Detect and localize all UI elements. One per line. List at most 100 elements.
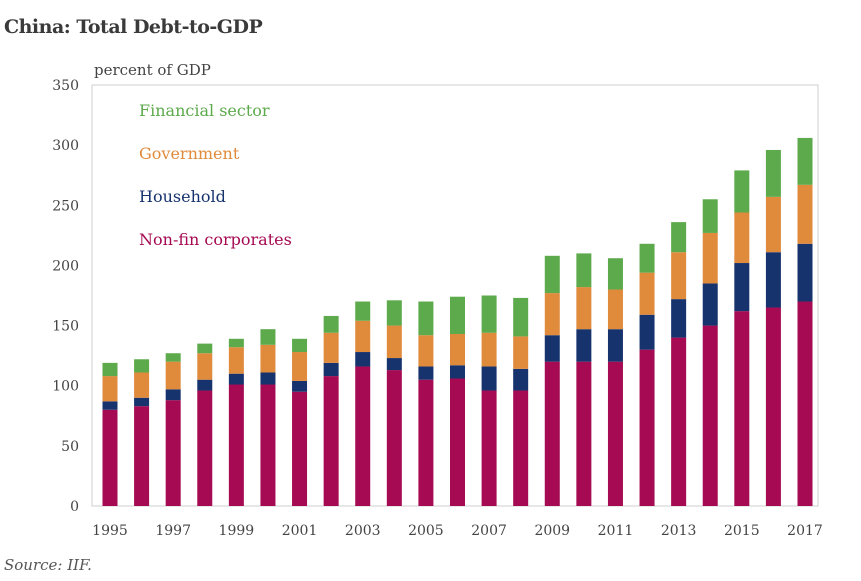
bar-segment xyxy=(734,170,750,213)
legend-entry: Financial sector xyxy=(139,101,270,120)
bar-segment xyxy=(102,401,118,410)
bar-segment xyxy=(765,149,781,197)
bar-segment xyxy=(228,347,244,374)
bar-segment xyxy=(323,315,339,333)
x-tick-label: 2013 xyxy=(661,523,697,539)
bar-segment xyxy=(765,196,781,253)
x-tick-label: 1999 xyxy=(219,523,255,539)
bar-segment xyxy=(260,329,276,345)
bar-segment xyxy=(513,297,529,337)
bar-segment xyxy=(544,335,560,362)
bar-segment xyxy=(481,332,497,367)
bar-segment xyxy=(418,366,434,380)
bar-segment xyxy=(702,325,718,506)
bar-segment xyxy=(639,272,655,315)
bar-segment xyxy=(513,336,529,369)
bar-segment xyxy=(292,391,308,506)
bar-segment xyxy=(102,362,118,377)
x-tick-label: 1997 xyxy=(155,523,191,539)
bar-segment xyxy=(797,137,813,185)
bar-segment xyxy=(702,199,718,233)
bar-segment xyxy=(228,384,244,506)
bar-segment xyxy=(355,301,371,321)
bar-segment xyxy=(197,343,213,354)
bar-segment xyxy=(481,295,497,333)
bar-segment xyxy=(450,333,465,366)
y-tick-label: 350 xyxy=(52,78,79,94)
y-tick-label: 150 xyxy=(52,319,79,335)
bar-segment xyxy=(607,289,623,330)
bar-segment xyxy=(323,376,339,506)
bar-segment xyxy=(134,397,150,407)
bar-segment xyxy=(450,296,465,334)
bar-segment xyxy=(165,389,181,401)
bar-segment xyxy=(102,409,118,506)
bar-segment xyxy=(671,337,687,506)
x-tick-label: 2017 xyxy=(787,523,823,539)
bar-segment xyxy=(102,376,118,402)
bar-segment xyxy=(639,243,655,273)
bar-segment xyxy=(323,332,339,363)
bar-segment xyxy=(386,300,402,326)
bar-segment xyxy=(639,314,655,350)
bar-segment xyxy=(418,379,434,506)
bar-segment xyxy=(418,335,434,367)
bar-segment xyxy=(134,359,150,373)
bar-segment xyxy=(797,243,813,302)
bar-segment xyxy=(134,372,150,398)
bar-segment xyxy=(607,329,623,362)
legend-entry: Non-fin corporates xyxy=(139,230,292,249)
x-tick-label: 2015 xyxy=(724,523,760,539)
x-tick-label: 1995 xyxy=(92,523,128,539)
bar-segment xyxy=(260,372,276,385)
bar-segment xyxy=(165,353,181,362)
y-tick-label: 300 xyxy=(52,138,79,154)
bar-segment xyxy=(228,373,244,385)
bar-segment xyxy=(165,361,181,390)
y-tick-label: 200 xyxy=(52,258,79,274)
bar-segment xyxy=(418,301,434,336)
bar-segment xyxy=(671,252,687,300)
bar-segment xyxy=(702,232,718,284)
bar-segment xyxy=(607,258,623,290)
bar-segment xyxy=(386,358,402,371)
bar-segment xyxy=(228,338,244,348)
bar-segment xyxy=(450,365,465,379)
bar-segment xyxy=(513,390,529,506)
y-tick-label: 250 xyxy=(52,198,79,214)
bar-segment xyxy=(734,311,750,506)
x-tick-label: 2005 xyxy=(408,523,444,539)
bar-segment xyxy=(355,366,371,506)
bar-segment xyxy=(513,368,529,391)
bar-segment xyxy=(197,353,213,380)
bar-segment xyxy=(292,352,308,381)
bar-segment xyxy=(386,370,402,506)
bar-segment xyxy=(544,255,560,294)
bar-segment xyxy=(292,338,308,353)
x-tick-label: 2003 xyxy=(345,523,381,539)
bar-segment xyxy=(323,362,339,377)
bar-segment xyxy=(671,222,687,253)
bar-segment xyxy=(197,379,213,391)
bar-segment xyxy=(765,252,781,308)
bar-segment xyxy=(292,380,308,392)
bar-segment xyxy=(260,344,276,373)
bar-segment xyxy=(734,263,750,312)
bar-segment xyxy=(197,390,213,506)
bar-segment xyxy=(576,253,592,288)
bar-segment xyxy=(260,384,276,506)
bars xyxy=(102,137,813,506)
bar-segment xyxy=(734,212,750,264)
bar-segment xyxy=(544,293,560,336)
x-axis: 1995 1997 1999 2001 2003 2005 2007 2009 2011 2013… xyxy=(92,523,823,539)
bar-segment xyxy=(607,361,623,506)
bar-segment xyxy=(576,287,592,330)
legend-entry: Government xyxy=(139,144,240,163)
bar-segment xyxy=(765,307,781,506)
bar-segment xyxy=(797,184,813,244)
bar-segment xyxy=(702,283,718,326)
y-tick-label: 50 xyxy=(61,439,79,455)
bar-segment xyxy=(576,361,592,506)
bar-segment xyxy=(671,299,687,338)
